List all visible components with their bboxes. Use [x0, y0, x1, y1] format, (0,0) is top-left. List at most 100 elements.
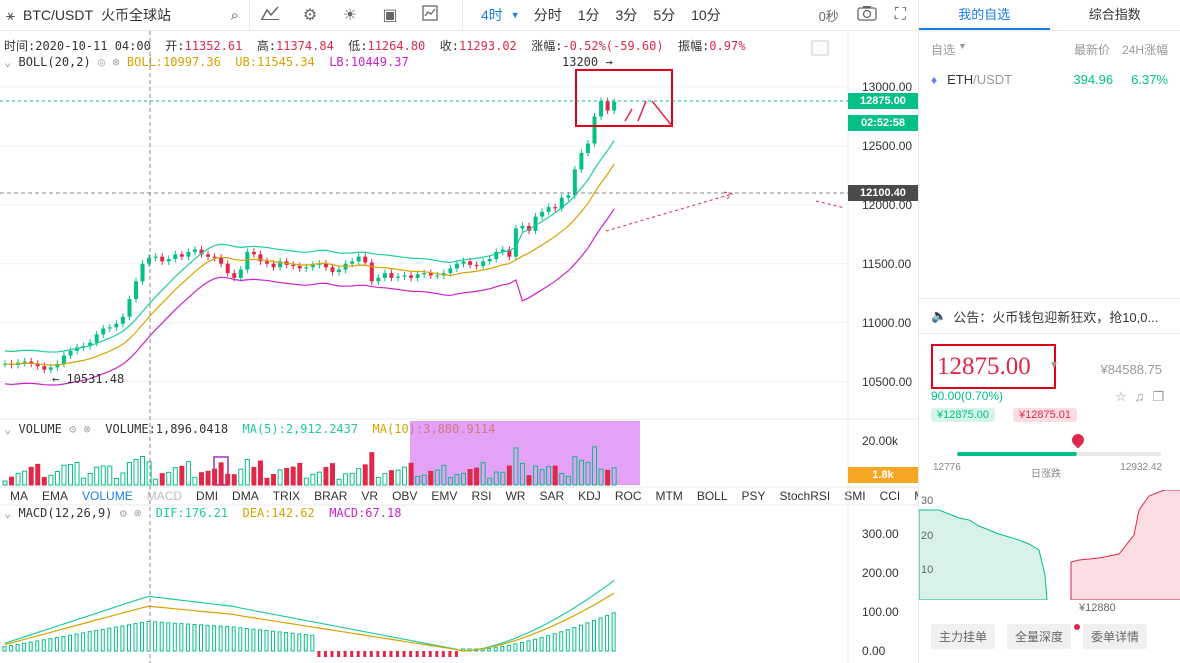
symbol-selector[interactable]: ⚹ BTC/USDT 火币全球站 ⌕	[0, 0, 250, 31]
interval-3m[interactable]: 3分	[615, 7, 638, 23]
indicator-wr[interactable]: WR	[505, 489, 526, 503]
layout-icon[interactable]: ▣	[382, 7, 398, 24]
high-value: 11374.84	[276, 39, 334, 53]
candle	[533, 216, 538, 231]
candle	[219, 257, 224, 264]
tab-full-depth[interactable]: 全量深度	[1007, 624, 1072, 649]
close-icon[interactable]: ⊗	[112, 55, 120, 69]
copy-icon[interactable]: ❐	[1152, 389, 1164, 404]
indicator-ma[interactable]: MA	[10, 489, 28, 503]
indicator-obv[interactable]: OBV	[392, 489, 418, 503]
indicator-kdj[interactable]: KDJ	[578, 489, 601, 503]
indicator-psy[interactable]: PSY	[741, 489, 766, 503]
macd-bar	[28, 641, 33, 652]
fullscreen-icon[interactable]: ⛶	[894, 6, 906, 23]
indicator-smi[interactable]: SMI	[844, 489, 866, 503]
interval-1m[interactable]: 1分	[577, 7, 600, 23]
candle	[120, 316, 125, 324]
indicator-ema[interactable]: EMA	[42, 489, 69, 503]
col-change[interactable]: 24H涨幅	[1121, 43, 1168, 57]
tab-order-details[interactable]: 委单详情	[1083, 624, 1148, 649]
collapse-icon[interactable]: ⌄	[4, 506, 12, 520]
settings-icon[interactable]: ⚙	[119, 506, 127, 520]
tab-index[interactable]: 综合指数	[1088, 7, 1141, 22]
interval-5m[interactable]: 5分	[653, 7, 676, 23]
volume-bar	[572, 456, 578, 486]
ohlc-info: 时间:2020-10-11 04:00 开:11352.61 高:11374.8…	[4, 37, 745, 54]
candle	[278, 261, 283, 268]
depth-tick: 30	[921, 495, 933, 507]
volume-tag: 1.8k	[848, 467, 918, 483]
candle	[323, 263, 328, 268]
indicator-dmi[interactable]: DMI	[196, 489, 219, 503]
interval-4h[interactable]: 4时	[481, 7, 503, 23]
volume-bar	[408, 462, 414, 486]
notice-bar[interactable]: 🔈 公告：火币钱包迎新狂欢，抢10,0...	[919, 298, 1180, 334]
chevron-down-icon[interactable]: ▼	[958, 41, 967, 51]
indicator-stochrsi[interactable]: StochRSI	[779, 489, 831, 503]
indicator-dma[interactable]: DMA	[232, 489, 259, 503]
macd-bar	[133, 623, 138, 652]
camera-icon[interactable]	[857, 5, 877, 26]
candle	[592, 116, 597, 144]
low-value: 11264.80	[367, 39, 426, 53]
indicator-emv[interactable]: EMV	[431, 489, 458, 503]
indicator-cci[interactable]: CCI	[879, 489, 901, 503]
depth-chart-icon[interactable]	[410, 4, 450, 26]
indicator-brar[interactable]: BRAR	[314, 489, 348, 503]
chevron-down-icon[interactable]: ▼	[1049, 360, 1059, 371]
chevron-down-icon[interactable]: ▼	[510, 10, 520, 20]
candle	[304, 267, 309, 269]
candlestick-chart[interactable]	[0, 31, 918, 663]
interval-10m[interactable]: 10分	[691, 7, 721, 23]
indicator-boll[interactable]: BOLL	[696, 489, 728, 503]
collapse-icon[interactable]: ⌄	[4, 422, 12, 436]
eye-icon[interactable]: ◎	[97, 55, 106, 69]
candle	[88, 342, 93, 347]
candle	[166, 258, 171, 262]
watchlist-row[interactable]: ♦ ETH/USDT 394.96 6.37%	[919, 58, 1180, 87]
indicator-icon[interactable]	[250, 6, 290, 25]
settings-icon[interactable]: ⚙	[69, 422, 77, 436]
collapse-icon[interactable]: ⌄	[4, 55, 12, 69]
tab-watchlist[interactable]: 我的自选	[919, 0, 1050, 30]
col-price[interactable]: 最新价	[1073, 43, 1110, 57]
indicator-macd[interactable]: MACD	[146, 489, 183, 503]
volume-bar	[284, 468, 290, 486]
candle	[409, 275, 414, 278]
chart-toolbar: ⚹ BTC/USDT 火币全球站 ⌕ ⚙ ☀ ▣ 4时 ▼ 分时 1分 3分 5…	[0, 0, 918, 31]
candle	[520, 226, 525, 229]
volume-bar	[447, 477, 453, 486]
bell-icon[interactable]: ♫	[1134, 389, 1145, 404]
indicator-sar[interactable]: SAR	[539, 489, 565, 503]
settings-icon[interactable]: ⚙	[302, 7, 318, 24]
volume-bar	[192, 476, 198, 486]
amp-label: 振幅:	[678, 39, 710, 53]
indicator-mfi[interactable]: MFI	[914, 489, 918, 503]
col-select[interactable]: 自选	[931, 43, 956, 57]
theme-icon[interactable]: ☀	[342, 7, 358, 24]
indicator-roc[interactable]: ROC	[614, 489, 642, 503]
volume-bar	[513, 447, 519, 486]
macd-bar	[350, 651, 354, 657]
indicator-rsi[interactable]: RSI	[471, 489, 492, 503]
macd-bar	[526, 640, 531, 652]
interval-timeline[interactable]: 分时	[533, 7, 562, 23]
candle	[101, 328, 106, 335]
indicator-vr[interactable]: VR	[361, 489, 379, 503]
depth-tick: 10	[921, 564, 933, 576]
close-icon[interactable]: ⊗	[83, 422, 91, 436]
star-icon[interactable]: ☆	[1114, 389, 1127, 404]
search-icon[interactable]: ⌕	[230, 6, 239, 24]
macd-bar	[396, 651, 399, 657]
candle	[251, 251, 256, 255]
indicator-mtm[interactable]: MTM	[655, 489, 683, 503]
close-icon[interactable]: ⊗	[134, 506, 142, 520]
indicator-trix[interactable]: TRIX	[272, 489, 301, 503]
macd-bar	[382, 651, 386, 657]
boll-legend: ⌄ BOLL(20,2) ◎ ⊗ BOLL:10997.36 UB:11545.…	[4, 55, 409, 69]
tab-major-orders[interactable]: 主力挂单	[931, 624, 996, 649]
chart-area[interactable]: 时间:2020-10-11 04:00 开:11352.61 高:11374.8…	[0, 31, 918, 663]
indicator-volume[interactable]: VOLUME	[82, 489, 133, 503]
depth-chart[interactable]: 30 20 10	[919, 490, 1180, 600]
